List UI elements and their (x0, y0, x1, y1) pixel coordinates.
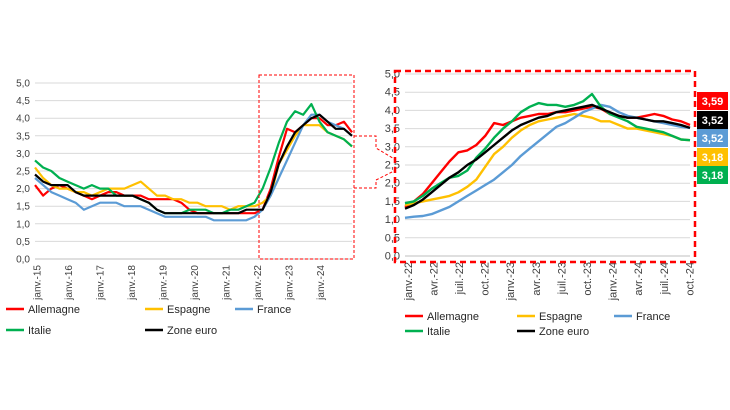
right-legend-allemagne: Allemagne (427, 311, 479, 323)
end-badge-label-1: 3,59 (702, 96, 723, 108)
end-badge-label-2: 3,52 (702, 115, 723, 127)
right-xtick-label: oct.-24 (684, 262, 696, 296)
right-ytick-label: 2,5 (385, 160, 400, 172)
right-xtick-label: juil.-23 (556, 262, 568, 295)
end-badge-1 (697, 92, 728, 110)
right-ytick-label: 4,5 (385, 87, 400, 99)
left-ytick-label: 4,0 (16, 114, 30, 125)
right-xtick-label: juil.-24 (659, 262, 671, 295)
right-legend-italie: Italie (427, 326, 450, 338)
right-xtick-label: oct.-23 (582, 262, 594, 296)
left-xtick-label: janv.-20 (190, 265, 201, 301)
left-ytick-label: 1,0 (16, 219, 30, 230)
right-series-zone-euro (404, 103, 691, 210)
left-ytick-label: 0,0 (16, 255, 30, 266)
left-legend-italie: Italie (28, 325, 51, 337)
right-xtick-label: janv.-23 (505, 262, 517, 301)
right-ytick-label: 1,0 (385, 214, 400, 226)
left-xtick-label: janv.-16 (64, 265, 75, 301)
left-chart: 0,0 0,5 1,0 1,5 2,0 2,5 3,0 3,5 4,0 4,5 5,0 janv.-1… (6, 74, 355, 337)
left-xtick-label: janv.-23 (285, 265, 296, 301)
right-xtick-label: juil.-22 (454, 262, 466, 295)
right-xtick-label: janv.-24 (608, 262, 620, 301)
left-legend-allemagne: Allemagne (28, 304, 80, 316)
zoom-connector (354, 135, 397, 189)
right-xtick-label: oct.-22 (480, 262, 492, 296)
left-series-france (34, 113, 353, 222)
right-series-allemagne (404, 105, 691, 208)
left-ytick-label: 2,0 (16, 184, 30, 195)
right-legend-espagne: Espagne (539, 311, 582, 323)
left-legend-zone-euro: Zone euro (167, 325, 217, 337)
left-series-zone-euro (34, 113, 353, 215)
connector-lower (354, 169, 397, 189)
left-xtick-label: janv.-19 (159, 265, 170, 301)
left-ytick-label: 4,5 (16, 96, 30, 107)
left-highlight-window (258, 74, 355, 260)
right-ytick-label: 3,0 (385, 141, 400, 153)
end-badge-label-3: 3,52 (702, 133, 723, 145)
right-chart: 0,00,51,01,52,02,53,03,54,04,55,0janv.-2… (385, 69, 728, 338)
end-badge-3 (697, 129, 728, 147)
left-xtick-label: janv.-15 (33, 265, 44, 301)
connector-upper (354, 135, 397, 161)
right-xtick-label: avr.-23 (531, 262, 543, 296)
end-badge-5 (697, 166, 728, 184)
left-xtick-label: janv.-21 (222, 265, 233, 301)
left-ytick-label: 2,5 (16, 167, 30, 178)
right-ytick-label: 0,5 (385, 232, 400, 244)
left-xtick-label: janv.-24 (316, 265, 327, 301)
left-xtick-label: janv.-17 (96, 265, 107, 301)
end-badge-label-5: 3,18 (702, 170, 723, 182)
right-ytick-label: 0,0 (385, 251, 400, 263)
left-xtick-label: janv.-22 (253, 265, 264, 301)
left-series-espagne (34, 124, 353, 211)
end-badge-label-4: 3,18 (702, 152, 723, 164)
right-ytick-label: 3,5 (385, 123, 400, 135)
right-xtick-label: avr.-24 (633, 262, 645, 296)
right-chart-frame (393, 69, 697, 264)
right-series-espagne (404, 112, 691, 207)
left-series-italie (34, 102, 353, 215)
right-xtick-label: avr.-22 (428, 262, 440, 296)
left-ytick-label: 0,5 (16, 237, 30, 248)
right-ytick-label: 2,0 (385, 178, 400, 190)
left-legend-france: France (257, 304, 291, 316)
right-legend-france: France (636, 311, 670, 323)
right-series-france (404, 103, 691, 219)
right-ytick-label: 1,5 (385, 196, 400, 208)
left-legend-espagne: Espagne (167, 304, 210, 316)
left-ytick-label: 3,0 (16, 149, 30, 160)
right-legend-zone-euro: Zone euro (539, 326, 589, 338)
right-ytick-label: 4,0 (385, 105, 400, 117)
left-xtick-label: janv.-18 (127, 265, 138, 301)
left-ytick-label: 5,0 (16, 79, 30, 90)
left-ytick-label: 1,5 (16, 202, 30, 213)
left-series-allemagne (34, 117, 353, 215)
left-ytick-label: 3,5 (16, 131, 30, 142)
right-xtick-label: janv.-22 (403, 262, 415, 301)
end-badge-4 (697, 148, 728, 166)
end-badge-2 (697, 111, 728, 129)
